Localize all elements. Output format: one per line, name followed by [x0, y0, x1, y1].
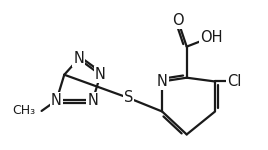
Text: CH₃: CH₃ [12, 104, 35, 117]
Text: OH: OH [200, 30, 222, 45]
Text: N: N [95, 67, 106, 82]
Text: S: S [124, 90, 133, 105]
Text: N: N [51, 93, 62, 108]
Text: N: N [87, 93, 98, 108]
Text: Cl: Cl [227, 74, 242, 89]
Text: N: N [73, 51, 84, 66]
Text: O: O [172, 14, 184, 28]
Text: N: N [157, 74, 168, 89]
